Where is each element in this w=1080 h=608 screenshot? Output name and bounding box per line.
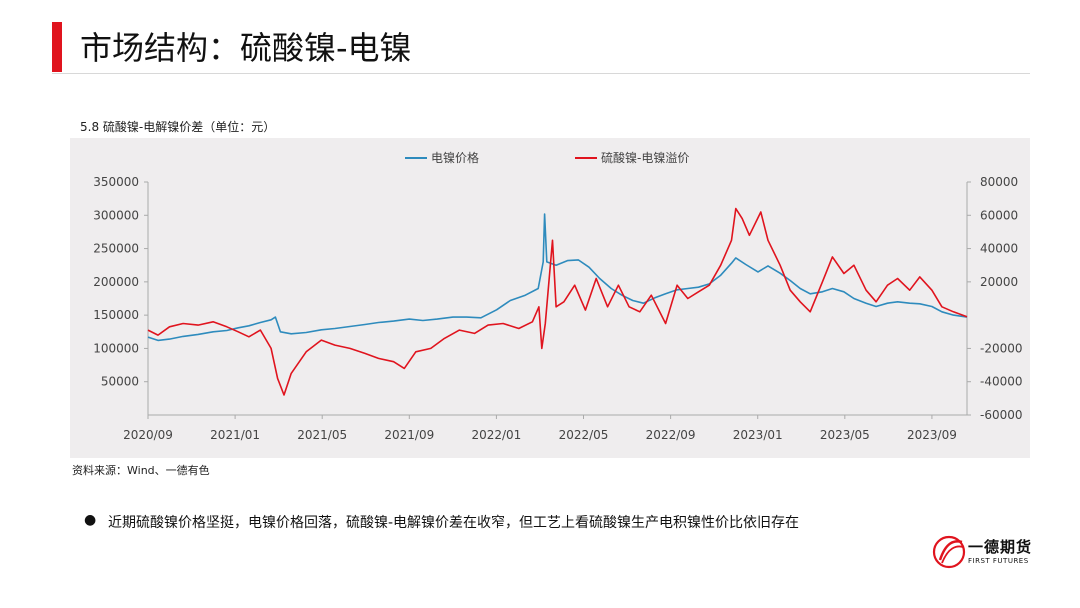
y-right-tick-label: -60000: [980, 408, 1023, 422]
series-line-1: [147, 213, 968, 342]
y-right-tick-label: 60000: [980, 208, 1018, 222]
x-tick-label: 2020/09: [123, 428, 173, 442]
title-divider: [52, 73, 1030, 74]
chart-title: 5.8 硫酸镍-电解镍价差（单位：元）: [80, 120, 276, 134]
y-left-tick-label: 200000: [93, 275, 139, 289]
x-tick-label: 2021/01: [210, 428, 260, 442]
x-tick-label: 2021/09: [384, 428, 434, 442]
y-left-tick-label: 300000: [93, 208, 139, 222]
series-line-2: [147, 207, 968, 396]
x-tick-label: 2022/01: [471, 428, 521, 442]
y-right-tick-label: 80000: [980, 175, 1018, 189]
y-left-tick-label: 100000: [93, 341, 139, 355]
y-left-tick-label: 250000: [93, 242, 139, 256]
bullet-dot: ●: [84, 512, 97, 528]
x-tick-label: 2023/05: [820, 428, 870, 442]
y-right-tick-label: 40000: [980, 242, 1018, 256]
title-accent-bar: [52, 22, 62, 72]
x-tick-label: 2022/05: [559, 428, 609, 442]
y-right-tick-label: -40000: [980, 375, 1023, 389]
y-left-tick-label: 50000: [101, 375, 139, 389]
company-logo-icon: [932, 535, 966, 569]
bullet-text: 近期硫酸镍价格坚挺，电镍价格回落，硫酸镍-电解镍价差在收窄，但工艺上看硫酸镍生产…: [108, 515, 800, 531]
legend-label-2: 硫酸镍-电镍溢价: [601, 150, 689, 165]
legend-label-1: 电镍价格: [431, 150, 479, 165]
x-tick-label: 2022/09: [646, 428, 696, 442]
data-source-note: 资料来源：Wind、一德有色: [72, 464, 210, 477]
y-right-tick-label: 20000: [980, 275, 1018, 289]
chart-panel: [70, 138, 1030, 458]
x-tick-label: 2021/05: [297, 428, 347, 442]
y-left-tick-label: 150000: [93, 308, 139, 322]
logo-name-cn: 一德期货: [968, 538, 1033, 556]
y-left-tick-label: 350000: [93, 175, 139, 189]
price-spread-chart: 50000 100000 150000 200000 250000 300000 35000…: [93, 150, 1023, 442]
page-title: 市场结构：硫酸镍-电镍: [80, 29, 412, 67]
y-right-tick-label: -20000: [980, 341, 1023, 355]
x-tick-label: 2023/09: [907, 428, 957, 442]
x-tick-label: 2023/01: [733, 428, 783, 442]
logo-name-en: FIRST FUTURES: [968, 557, 1029, 565]
